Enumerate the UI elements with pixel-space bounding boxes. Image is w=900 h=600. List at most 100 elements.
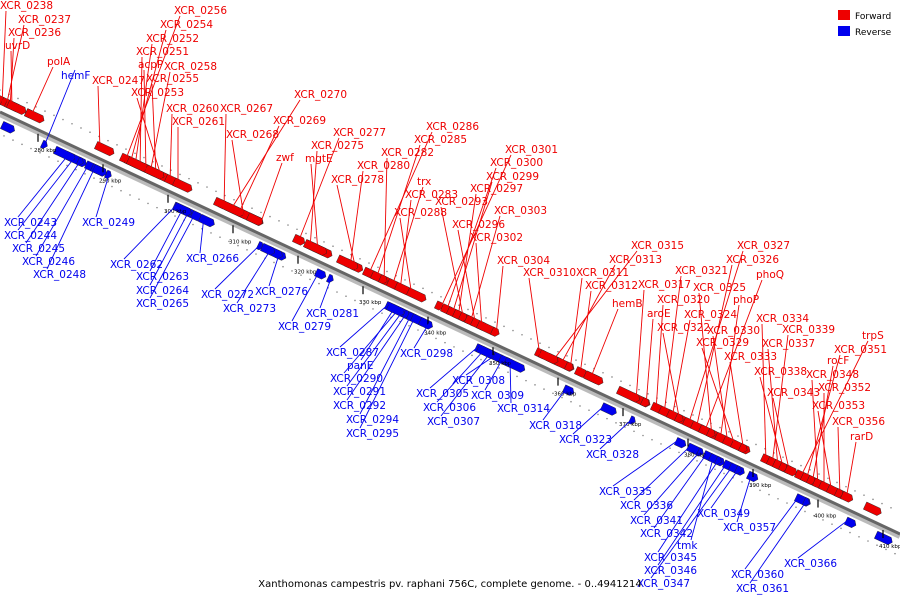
- forward-gene-label[interactable]: XCR_0268: [226, 129, 279, 141]
- forward-gene-block[interactable]: [863, 501, 883, 517]
- forward-gene-label[interactable]: XCR_0356: [832, 416, 885, 428]
- reverse-gene-block[interactable]: [0, 121, 16, 134]
- forward-gene-label[interactable]: XCR_0282: [381, 147, 434, 159]
- forward-gene-label[interactable]: aroE: [647, 308, 671, 320]
- forward-gene-label[interactable]: XCR_0299: [486, 171, 539, 183]
- forward-gene-label[interactable]: XCR_0304: [497, 255, 550, 267]
- reverse-gene-label[interactable]: XCR_0318: [529, 420, 582, 432]
- reverse-gene-label[interactable]: XCR_0243: [4, 217, 57, 229]
- reverse-gene-label[interactable]: hemF: [61, 70, 90, 82]
- forward-gene-label[interactable]: XCR_0269: [273, 115, 326, 127]
- forward-gene-block[interactable]: [616, 385, 641, 403]
- forward-gene-label[interactable]: XCR_0297: [470, 183, 523, 195]
- reverse-gene-label[interactable]: XCR_0272: [201, 289, 254, 301]
- forward-gene-label[interactable]: hemB: [612, 298, 643, 310]
- forward-gene-label[interactable]: XCR_0353: [812, 400, 865, 412]
- forward-gene-label[interactable]: XCR_0261: [172, 116, 225, 128]
- forward-gene-label[interactable]: XCR_0337: [762, 338, 815, 350]
- forward-gene-label[interactable]: XCR_0277: [333, 127, 386, 139]
- forward-gene-block[interactable]: [706, 428, 717, 439]
- forward-gene-label[interactable]: uvrD: [5, 40, 30, 52]
- forward-gene-label[interactable]: XCR_0255: [146, 73, 199, 85]
- reverse-gene-label[interactable]: XCR_0292: [333, 400, 386, 412]
- forward-gene-block[interactable]: [213, 196, 245, 218]
- reverse-gene-label[interactable]: XCR_0314: [497, 403, 550, 415]
- forward-gene-label[interactable]: zwf: [276, 152, 294, 164]
- reverse-gene-label[interactable]: XCR_0295: [346, 428, 399, 440]
- forward-gene-block[interactable]: [94, 141, 116, 157]
- reverse-gene-label[interactable]: XCR_0306: [423, 402, 476, 414]
- forward-gene-label[interactable]: phoP: [733, 294, 759, 306]
- reverse-gene-block[interactable]: [674, 437, 687, 449]
- forward-gene-label[interactable]: XCR_0325: [693, 282, 746, 294]
- reverse-gene-label[interactable]: XCR_0246: [22, 256, 75, 268]
- forward-gene-label[interactable]: XCR_0313: [609, 254, 662, 266]
- forward-gene-block[interactable]: [738, 443, 749, 454]
- reverse-gene-block[interactable]: [844, 516, 857, 529]
- forward-gene-label[interactable]: XCR_0311: [576, 267, 629, 279]
- reverse-gene-label[interactable]: tmk: [677, 540, 698, 552]
- forward-gene-label[interactable]: XCR_0327: [737, 240, 790, 252]
- forward-gene-block[interactable]: [292, 233, 306, 246]
- reverse-gene-label[interactable]: XCR_0366: [784, 558, 837, 570]
- forward-gene-block[interactable]: [640, 397, 651, 408]
- reverse-gene-block[interactable]: [260, 242, 276, 256]
- forward-gene-label[interactable]: XCR_0343: [767, 387, 820, 399]
- forward-gene-label[interactable]: XCR_0310: [523, 267, 576, 279]
- reverse-gene-label[interactable]: XCR_0308: [452, 375, 505, 387]
- forward-gene-label[interactable]: XCR_0338: [754, 366, 807, 378]
- forward-gene-label[interactable]: XCR_0334: [756, 313, 809, 325]
- forward-gene-label[interactable]: XCR_0260: [166, 103, 219, 115]
- reverse-gene-label[interactable]: XCR_0279: [278, 321, 331, 333]
- forward-gene-label[interactable]: XCR_0247: [92, 75, 145, 87]
- forward-gene-label[interactable]: XCR_0339: [782, 324, 835, 336]
- forward-gene-label[interactable]: XCR_0326: [726, 254, 779, 266]
- forward-gene-label[interactable]: XCR_0254: [160, 19, 213, 31]
- forward-gene-block[interactable]: [583, 370, 605, 387]
- forward-gene-label[interactable]: XCR_0312: [585, 280, 638, 292]
- forward-gene-label[interactable]: phoQ: [756, 269, 784, 281]
- reverse-gene-block[interactable]: [562, 384, 575, 397]
- reverse-gene-label[interactable]: XCR_0248: [33, 269, 86, 281]
- forward-gene-block[interactable]: [172, 177, 194, 194]
- reverse-gene-label[interactable]: XCR_0264: [136, 285, 189, 297]
- forward-gene-label[interactable]: XCR_0324: [684, 309, 737, 321]
- reverse-gene-label[interactable]: XCR_0263: [136, 271, 189, 283]
- forward-gene-label[interactable]: XCR_0236: [8, 27, 61, 39]
- forward-gene-block[interactable]: [303, 239, 328, 256]
- forward-gene-label[interactable]: XCR_0251: [136, 46, 189, 58]
- reverse-gene-block[interactable]: [503, 356, 526, 374]
- forward-gene-block[interactable]: [6, 99, 28, 116]
- forward-gene-label[interactable]: rocF: [827, 355, 849, 367]
- reverse-gene-block[interactable]: [314, 268, 327, 281]
- forward-gene-label[interactable]: XCR_0252: [146, 33, 199, 45]
- reverse-gene-block[interactable]: [92, 164, 108, 177]
- forward-gene-label[interactable]: XCR_0293: [435, 196, 488, 208]
- forward-gene-label[interactable]: XCR_0330: [707, 325, 760, 337]
- forward-gene-label[interactable]: mgtE: [305, 153, 333, 165]
- forward-gene-label[interactable]: XCR_0329: [696, 337, 749, 349]
- forward-gene-label[interactable]: acpP: [138, 59, 163, 71]
- forward-gene-label[interactable]: XCR_0348: [806, 369, 859, 381]
- forward-gene-label[interactable]: XCR_0288: [394, 207, 447, 219]
- reverse-gene-label[interactable]: XCR_0345: [644, 552, 697, 564]
- reverse-gene-label[interactable]: XCR_0357: [723, 522, 776, 534]
- reverse-gene-label[interactable]: XCR_0328: [586, 449, 639, 461]
- reverse-gene-label[interactable]: XCR_0323: [559, 434, 612, 446]
- forward-gene-label[interactable]: trx: [417, 176, 431, 188]
- reverse-gene-label[interactable]: XCR_0347: [637, 578, 690, 590]
- forward-gene-label[interactable]: XCR_0322: [657, 322, 710, 334]
- forward-gene-label[interactable]: XCR_0300: [490, 157, 543, 169]
- reverse-gene-label[interactable]: XCR_0265: [136, 298, 189, 310]
- reverse-gene-label[interactable]: panE: [347, 360, 373, 372]
- forward-gene-label[interactable]: XCR_0301: [505, 144, 558, 156]
- reverse-gene-label[interactable]: XCR_0342: [640, 528, 693, 540]
- forward-gene-label[interactable]: XCR_0258: [164, 61, 217, 73]
- forward-gene-label[interactable]: polA: [47, 56, 71, 68]
- reverse-gene-label[interactable]: XCR_0266: [186, 253, 239, 265]
- forward-gene-block[interactable]: [24, 108, 46, 125]
- forward-gene-label[interactable]: XCR_0320: [657, 294, 710, 306]
- reverse-gene-block[interactable]: [386, 302, 406, 317]
- reverse-gene-label[interactable]: XCR_0336: [620, 500, 673, 512]
- reverse-gene-label[interactable]: XCR_0349: [697, 508, 750, 520]
